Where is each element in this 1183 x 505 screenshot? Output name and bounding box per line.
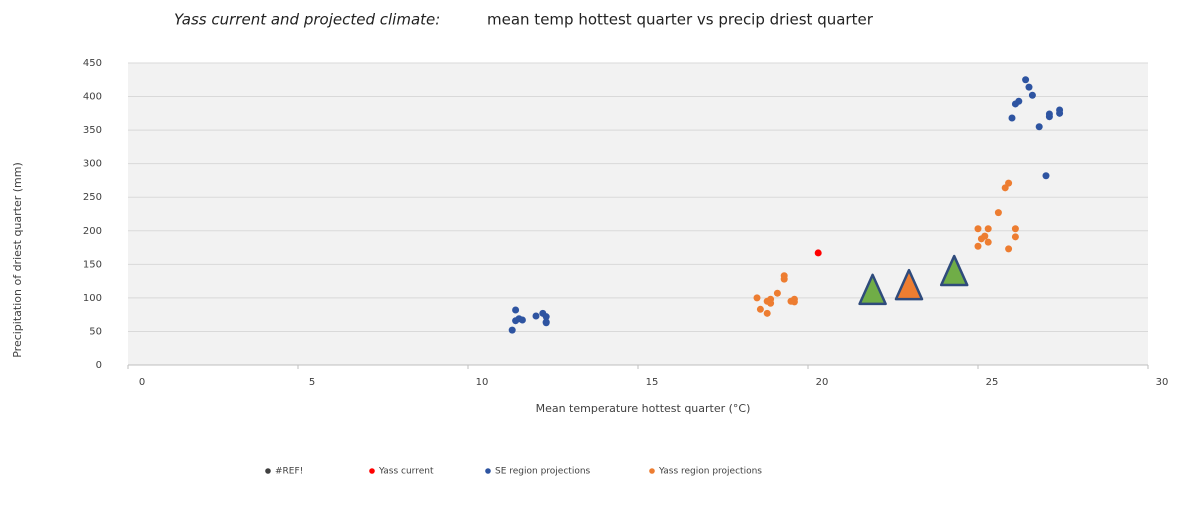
- x-tick-label: 10: [476, 377, 489, 388]
- y-tick-label: 0: [96, 360, 102, 371]
- point: [984, 225, 992, 233]
- y-tick-label: 150: [83, 259, 102, 270]
- point: [814, 249, 822, 257]
- point: [1005, 245, 1013, 253]
- point: [1042, 172, 1050, 180]
- plot-area: [128, 63, 1148, 365]
- point: [763, 309, 771, 317]
- y-tick-label: 100: [83, 293, 102, 304]
- chart-title: Yass current and projected climate:: [174, 11, 440, 29]
- point: [1035, 123, 1043, 131]
- point: [767, 295, 775, 303]
- point: [1045, 110, 1053, 118]
- x-tick-label: 20: [816, 377, 829, 388]
- point: [773, 289, 781, 297]
- point: [512, 306, 520, 314]
- legend-marker: [265, 468, 271, 474]
- point: [756, 305, 764, 313]
- point: [1022, 76, 1030, 84]
- point: [1011, 100, 1019, 108]
- y-tick-label: 450: [83, 58, 102, 69]
- chart-subtitle: mean temp hottest quarter vs precip drie…: [487, 11, 874, 29]
- point: [1011, 225, 1019, 233]
- legend-marker: [369, 468, 375, 474]
- point: [984, 238, 992, 246]
- point: [994, 209, 1002, 217]
- point: [974, 242, 982, 250]
- x-tick-label: 25: [986, 377, 999, 388]
- point: [542, 313, 550, 321]
- y-tick-label: 50: [89, 326, 102, 337]
- x-tick-label: 30: [1156, 377, 1169, 388]
- point: [780, 275, 788, 283]
- y-tick-label: 400: [83, 92, 102, 103]
- point: [1011, 233, 1019, 241]
- y-axis-label: Precipitation of driest quarter (mm): [11, 162, 24, 358]
- legend-label: Yass region projections: [658, 467, 762, 477]
- point: [542, 319, 550, 327]
- legend-marker: [649, 468, 655, 474]
- point: [508, 326, 516, 334]
- highlight-triangle: [894, 268, 924, 301]
- highlight-triangle: [858, 273, 887, 306]
- point: [532, 312, 540, 320]
- point: [753, 294, 761, 302]
- legend-marker: [485, 468, 491, 474]
- point: [1028, 91, 1036, 99]
- y-tick-label: 300: [83, 159, 102, 170]
- point: [981, 232, 989, 240]
- x-axis-label: Mean temperature hottest quarter (°C): [536, 402, 751, 415]
- point: [518, 316, 526, 324]
- highlight-triangle: [939, 254, 969, 287]
- y-tick-label: 200: [83, 226, 102, 237]
- x-tick-label: 15: [646, 377, 659, 388]
- point: [1005, 179, 1013, 187]
- point: [1056, 109, 1064, 117]
- point: [974, 225, 982, 233]
- point: [1025, 83, 1033, 91]
- y-tick-label: 250: [83, 192, 102, 203]
- legend-label: #REF!: [275, 467, 303, 477]
- x-tick-label: 0: [139, 377, 145, 388]
- y-tick-label: 350: [83, 125, 102, 136]
- point: [790, 298, 798, 306]
- legend-label: Yass current: [378, 467, 434, 477]
- legend-label: SE region projections: [495, 467, 591, 477]
- x-tick-label: 5: [309, 377, 315, 388]
- point: [1008, 114, 1016, 122]
